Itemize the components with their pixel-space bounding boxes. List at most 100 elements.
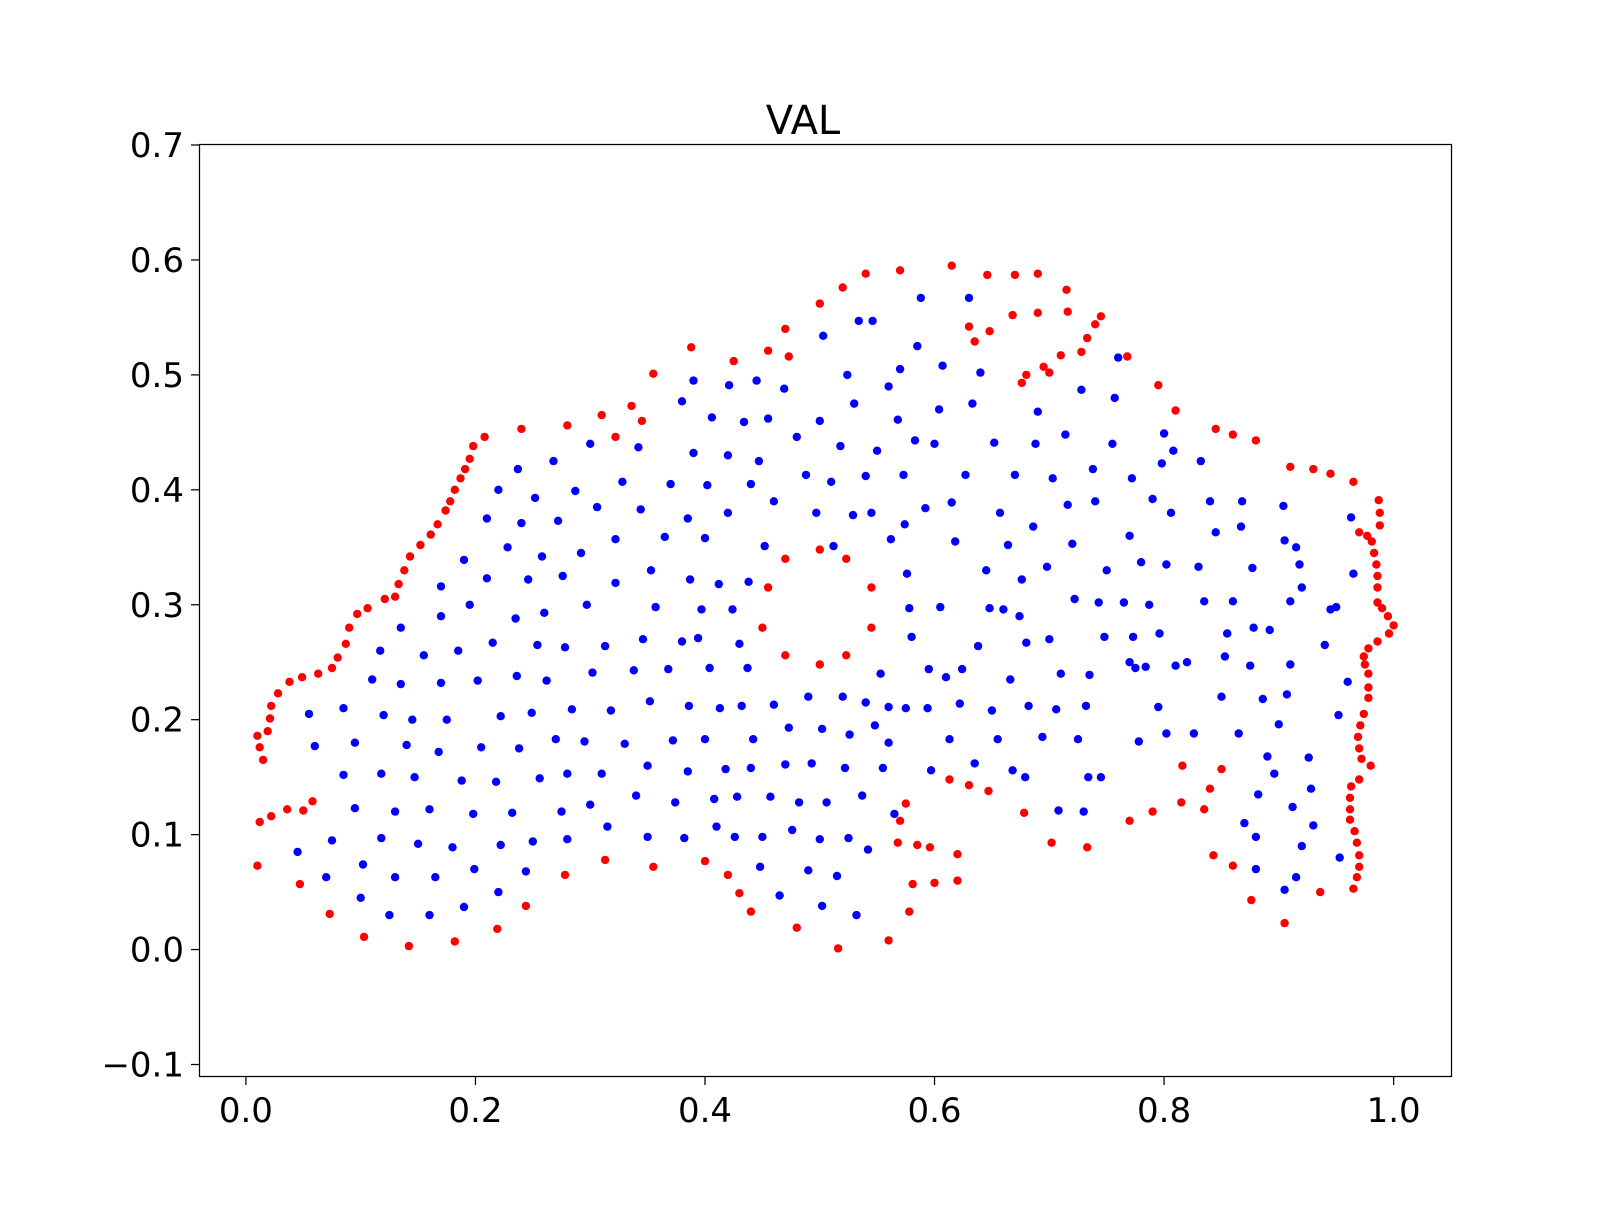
data-point xyxy=(1373,637,1382,646)
data-point xyxy=(1367,537,1377,546)
data-point xyxy=(265,714,275,723)
data-point xyxy=(359,932,369,942)
data-point xyxy=(1366,761,1375,770)
data-point xyxy=(385,910,394,920)
data-point xyxy=(705,663,714,673)
data-point xyxy=(775,891,784,900)
data-point xyxy=(560,643,570,652)
data-point xyxy=(480,432,489,442)
data-point xyxy=(815,545,824,554)
data-point xyxy=(1063,500,1072,509)
data-point xyxy=(893,838,902,847)
data-point xyxy=(1355,528,1364,537)
data-point xyxy=(1280,885,1289,894)
data-point xyxy=(1309,821,1318,830)
data-point xyxy=(540,608,549,617)
data-point xyxy=(784,723,793,732)
data-point xyxy=(433,520,442,529)
y-tick-label: 0.5 xyxy=(130,356,184,396)
data-point xyxy=(368,675,377,684)
data-point xyxy=(396,623,405,632)
data-point xyxy=(1270,769,1279,778)
data-point xyxy=(723,508,733,517)
data-point xyxy=(689,448,698,458)
data-point xyxy=(815,835,824,844)
data-point xyxy=(582,600,591,609)
data-point xyxy=(1031,439,1040,448)
data-point xyxy=(1263,752,1272,761)
data-point xyxy=(322,873,331,882)
data-point xyxy=(267,701,276,711)
data-point xyxy=(926,766,936,775)
data-point xyxy=(1162,560,1171,569)
data-point xyxy=(833,944,843,953)
data-point xyxy=(1024,701,1033,711)
data-point xyxy=(533,640,542,650)
data-point xyxy=(876,669,885,678)
data-point xyxy=(1236,522,1246,531)
data-point xyxy=(325,909,334,919)
data-point xyxy=(1196,456,1206,466)
data-point xyxy=(999,605,1008,614)
data-point xyxy=(870,721,880,730)
data-point xyxy=(861,269,870,278)
data-point xyxy=(730,832,739,842)
data-point xyxy=(1114,353,1123,362)
data-point xyxy=(817,901,827,911)
data-point xyxy=(721,764,730,774)
data-point xyxy=(1349,477,1358,486)
data-point xyxy=(285,677,294,686)
data-point xyxy=(758,623,767,632)
data-point xyxy=(985,327,994,336)
data-point xyxy=(724,381,734,390)
data-point xyxy=(1096,312,1106,321)
data-point xyxy=(1008,766,1017,775)
data-point xyxy=(512,671,521,681)
data-point xyxy=(1006,675,1015,684)
data-point xyxy=(812,508,821,517)
data-point xyxy=(1033,308,1043,317)
data-point xyxy=(1015,612,1024,621)
data-point xyxy=(457,776,466,785)
data-point xyxy=(938,361,947,370)
data-point xyxy=(1171,661,1180,670)
data-point xyxy=(1350,827,1359,836)
data-point xyxy=(1033,269,1043,278)
data-point xyxy=(553,516,563,525)
data-point xyxy=(788,825,797,835)
data-point xyxy=(1020,773,1030,782)
data-point xyxy=(1372,560,1381,569)
data-point xyxy=(804,692,813,701)
data-point xyxy=(588,668,597,677)
data-point xyxy=(496,840,505,850)
data-point xyxy=(493,924,502,934)
data-point xyxy=(1061,430,1070,439)
data-point xyxy=(1182,658,1192,667)
data-point xyxy=(1125,816,1134,825)
data-point xyxy=(597,410,606,420)
axes-layer: 0.0 0.2 0.4 0.6 0.8 1.0 −0.1 0.0 0.1 0.2 0.3 0.4 0.5… xyxy=(101,126,1420,1131)
data-point xyxy=(1091,320,1100,329)
data-point xyxy=(794,798,804,807)
data-point xyxy=(649,369,658,378)
data-point xyxy=(1335,853,1344,862)
data-point xyxy=(488,638,497,647)
data-point xyxy=(1373,571,1382,581)
data-point xyxy=(822,798,831,807)
chart-title: VAL xyxy=(766,98,841,144)
data-point xyxy=(985,604,994,613)
data-point xyxy=(1356,721,1365,730)
data-point xyxy=(450,485,459,494)
data-point xyxy=(677,637,687,646)
data-point xyxy=(953,876,962,885)
data-point xyxy=(597,769,606,778)
data-point xyxy=(551,735,560,744)
data-point xyxy=(867,623,876,632)
data-point xyxy=(1178,761,1187,770)
data-point xyxy=(537,552,547,561)
data-point xyxy=(693,633,703,643)
data-point xyxy=(766,792,775,801)
data-point xyxy=(852,910,861,920)
data-point xyxy=(494,887,503,897)
